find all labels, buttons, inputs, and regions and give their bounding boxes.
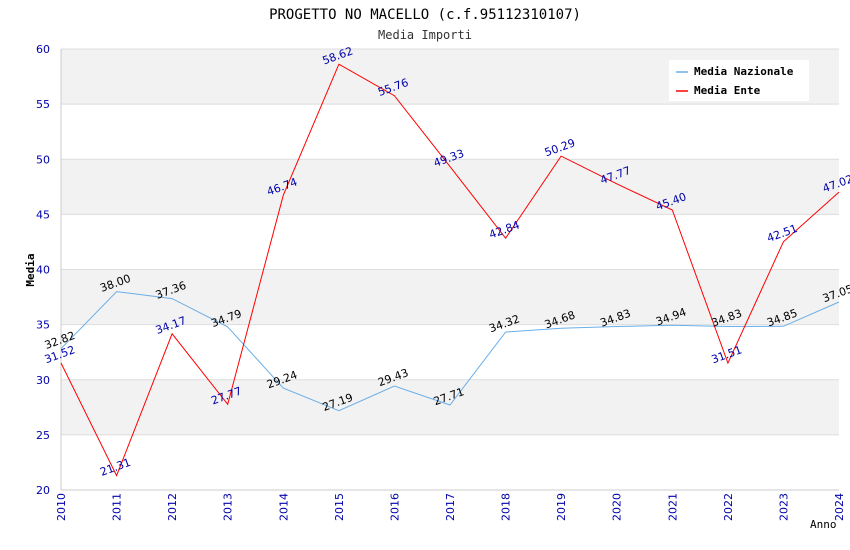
plot-band <box>61 214 839 270</box>
x-axis-ticks: 2010 2011 2012 2013 2014 2015 2016 2017 2018 2019… <box>55 493 846 521</box>
plot-band <box>61 379 839 435</box>
series-lines <box>60 63 840 477</box>
x-tick-label: 2011 <box>111 493 124 521</box>
y-tick-label: 25 <box>36 429 50 442</box>
x-tick-label: 2024 <box>833 493 846 521</box>
y-tick-label: 45 <box>36 208 50 221</box>
x-tick-label: 2019 <box>555 493 568 521</box>
x-tick-label: 2016 <box>388 493 401 521</box>
legend: Media Nazionale Media Ente <box>669 60 809 101</box>
x-tick-label: 2022 <box>722 493 735 521</box>
gridlines <box>60 48 839 491</box>
x-axis-label: Anno <box>810 518 837 531</box>
y-tick-label: 55 <box>36 98 50 111</box>
y-tick-label: 30 <box>36 374 50 387</box>
x-tick-label: 2023 <box>777 493 790 521</box>
chart-subtitle: Media Importi <box>378 28 472 42</box>
y-tick-label: 20 <box>36 484 50 497</box>
plot-band <box>61 324 839 380</box>
plot-bands <box>61 49 839 490</box>
x-tick-label: 2020 <box>611 493 624 521</box>
chart-title: PROGETTO NO MACELLO (c.f.95112310107) <box>269 7 581 23</box>
plot-band <box>61 104 839 160</box>
y-tick-label: 35 <box>36 319 50 332</box>
y-tick-label: 50 <box>36 153 50 166</box>
series-line-nazionale <box>60 291 840 412</box>
legend-box <box>669 60 809 101</box>
x-tick-label: 2010 <box>55 493 68 521</box>
plot-band <box>61 159 839 215</box>
y-tick-label: 60 <box>36 43 50 56</box>
x-tick-label: 2018 <box>500 493 513 521</box>
y-tick-label: 40 <box>36 264 50 277</box>
plot-band <box>61 434 839 490</box>
series-line-ente <box>60 63 840 477</box>
x-tick-label: 2013 <box>222 493 235 521</box>
x-tick-label: 2014 <box>277 493 290 521</box>
plot-band <box>61 269 839 325</box>
legend-label-nazionale: Media Nazionale <box>694 65 794 78</box>
x-tick-label: 2012 <box>166 493 179 521</box>
x-tick-label: 2017 <box>444 493 457 521</box>
y-axis-ticks: 20 25 30 35 40 45 50 55 60 <box>36 43 50 497</box>
x-tick-label: 2021 <box>666 493 679 521</box>
y-axis-label: Media <box>24 253 37 286</box>
x-tick-label: 2015 <box>333 493 346 521</box>
legend-label-ente: Media Ente <box>694 84 761 97</box>
